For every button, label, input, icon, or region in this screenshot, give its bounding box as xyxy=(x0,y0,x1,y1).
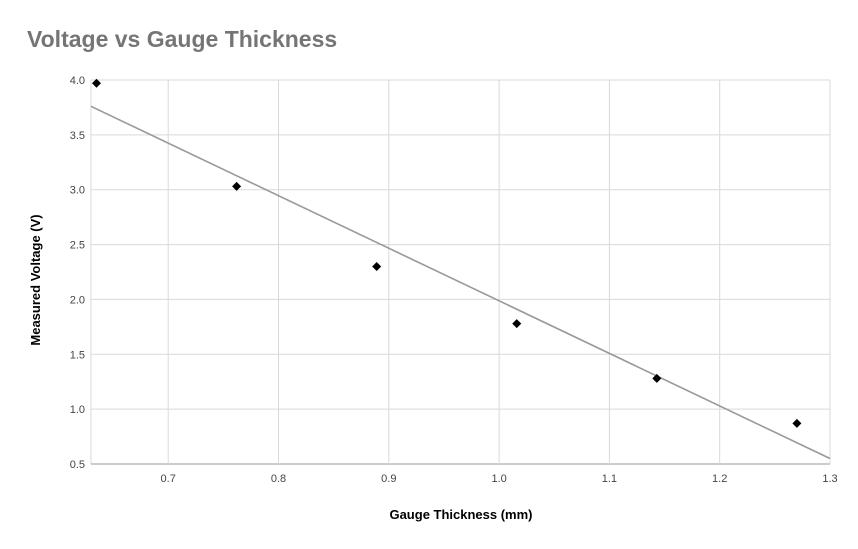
chart-title: Voltage vs Gauge Thickness xyxy=(27,26,338,52)
y-axis-label: Measured Voltage (V) xyxy=(28,214,43,345)
x-tick-label: 0.7 xyxy=(161,473,176,485)
data-points xyxy=(92,78,802,428)
y-tick-label: 0.5 xyxy=(70,459,85,471)
data-point xyxy=(372,262,382,272)
data-point xyxy=(232,181,242,191)
grid xyxy=(90,79,831,465)
x-axis-label: Gauge Thickness (mm) xyxy=(389,507,532,522)
data-point xyxy=(92,78,102,88)
data-point xyxy=(512,319,522,329)
trendline-group xyxy=(90,105,831,460)
y-tick-label: 2.5 xyxy=(70,240,85,252)
x-tick-label: 0.9 xyxy=(381,473,396,485)
data-point xyxy=(792,418,802,428)
x-tick-label: 1.1 xyxy=(602,473,617,485)
x-tick-label: 1.3 xyxy=(822,473,837,485)
y-axis-ticks: 0.5 1.0 1.5 2.0 2.5 3.0 3.5 4.0 xyxy=(70,75,85,471)
y-tick-label: 3.5 xyxy=(70,130,85,142)
x-axis-ticks: 0.7 0.8 0.9 1.0 1.1 1.2 1.3 xyxy=(161,473,838,485)
y-tick-label: 1.0 xyxy=(70,404,85,416)
x-tick-label: 1.2 xyxy=(712,473,727,485)
y-tick-label: 2.0 xyxy=(70,294,85,306)
y-tick-label: 3.0 xyxy=(70,185,85,197)
x-tick-label: 1.0 xyxy=(491,473,506,485)
x-tick-label: 0.8 xyxy=(271,473,286,485)
y-tick-label: 4.0 xyxy=(70,75,85,87)
y-tick-label: 1.5 xyxy=(70,349,85,361)
data-point xyxy=(652,373,662,383)
trendline xyxy=(90,105,831,460)
